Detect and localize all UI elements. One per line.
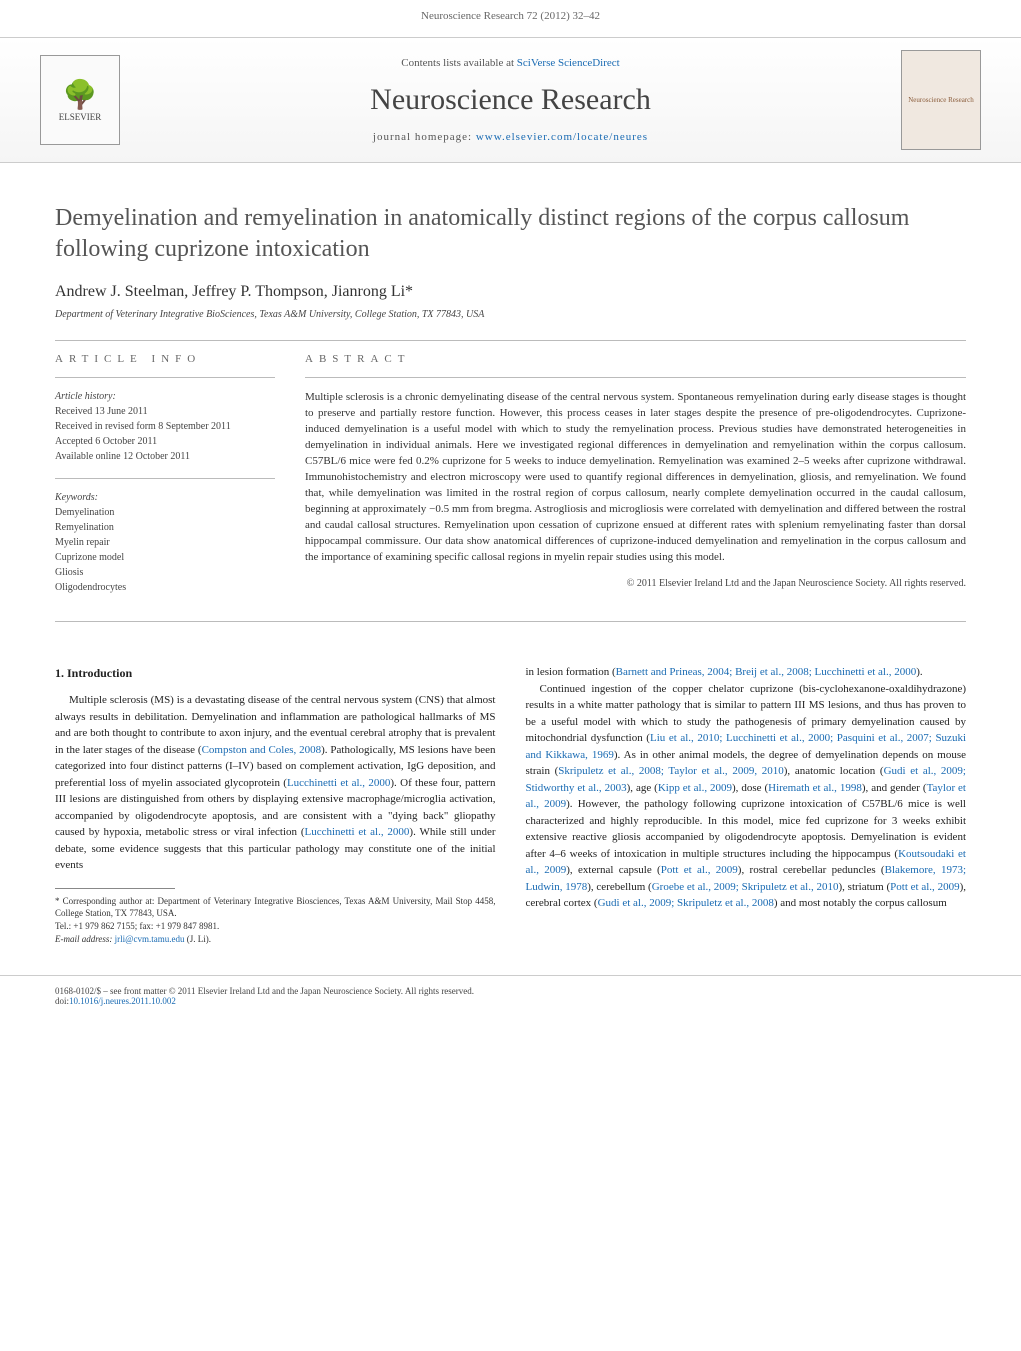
homepage-line: journal homepage: www.elsevier.com/locat… <box>140 131 881 143</box>
keyword: Demyelination <box>55 506 275 520</box>
contents-prefix: Contents lists available at <box>401 57 516 69</box>
sciencedirect-link[interactable]: SciVerse ScienceDirect <box>517 57 620 69</box>
intro-paragraph-2: Continued ingestion of the copper chelat… <box>526 681 967 912</box>
body-columns: 1. Introduction Multiple sclerosis (MS) … <box>0 634 1021 965</box>
citation-link[interactable]: Groebe et al., 2009; Skripuletz et al., … <box>652 881 839 893</box>
journal-name: Neuroscience Research <box>140 83 881 117</box>
corresponding-author-footnote: * Corresponding author at: Department of… <box>55 895 496 945</box>
history-accepted: Accepted 6 October 2011 <box>55 435 275 449</box>
text-run: ), dose ( <box>732 782 768 794</box>
history-online: Available online 12 October 2011 <box>55 450 275 464</box>
abstract-column: abstract Multiple sclerosis is a chronic… <box>305 353 966 609</box>
footnote-email-suffix: (J. Li). <box>184 934 211 944</box>
article-front-matter: Demyelination and remyelination in anato… <box>0 163 1021 622</box>
homepage-prefix: journal homepage: <box>373 131 476 143</box>
masthead-center: Contents lists available at SciVerse Sci… <box>120 57 901 143</box>
tree-icon: 🌳 <box>63 78 98 112</box>
intro-heading: 1. Introduction <box>55 664 496 682</box>
footnote-email-label: E-mail address: <box>55 934 115 944</box>
abstract-text: Multiple sclerosis is a chronic demyelin… <box>305 390 966 565</box>
article-title: Demyelination and remyelination in anato… <box>55 203 966 265</box>
email-link[interactable]: jrli@cvm.tamu.edu <box>115 934 185 944</box>
keyword: Oligodendrocytes <box>55 581 275 595</box>
journal-cover-thumbnail: Neuroscience Research <box>901 50 981 150</box>
text-run: ), age ( <box>627 782 658 794</box>
article-info-column: article info Article history: Received 1… <box>55 353 275 609</box>
divider <box>55 377 275 378</box>
body-column-left: 1. Introduction Multiple sclerosis (MS) … <box>55 664 496 945</box>
footer-doi-label: doi: <box>55 996 69 1006</box>
text-run: ), anatomic location ( <box>784 765 884 777</box>
text-run: in lesion formation ( <box>526 666 616 678</box>
cover-thumb-text: Neuroscience Research <box>908 96 974 104</box>
text-run: ), and gender ( <box>862 782 927 794</box>
abstract-heading: abstract <box>305 353 966 365</box>
keywords-heading: Keywords: <box>55 491 275 505</box>
author-list: Andrew J. Steelman, Jeffrey P. Thompson,… <box>55 283 966 301</box>
text-run: ). <box>916 666 922 678</box>
text-run: ) and most notably the corpus callosum <box>774 897 947 909</box>
citation-link[interactable]: Hiremath et al., 1998 <box>768 782 862 794</box>
citation-link[interactable]: Pott et al., 2009 <box>890 881 959 893</box>
citation-link[interactable]: Compston and Coles, 2008 <box>202 744 322 756</box>
affiliation: Department of Veterinary Integrative Bio… <box>55 309 966 320</box>
keyword: Myelin repair <box>55 536 275 550</box>
page-footer: 0168-0102/$ – see front matter © 2011 El… <box>0 975 1021 1036</box>
divider <box>55 340 966 341</box>
homepage-link[interactable]: www.elsevier.com/locate/neures <box>476 131 648 143</box>
citation-link[interactable]: Pott et al., 2009 <box>661 864 738 876</box>
info-abstract-row: article info Article history: Received 1… <box>55 353 966 609</box>
keywords-block: Keywords: Demyelination Remyelination My… <box>55 491 275 595</box>
text-run: ), cerebellum ( <box>587 881 651 893</box>
citation-link[interactable]: Gudi et al., 2009; Skripuletz et al., 20… <box>598 897 774 909</box>
body-column-right: in lesion formation (Barnett and Prineas… <box>526 664 967 945</box>
text-run: ), external capsule ( <box>566 864 660 876</box>
publisher-logo: 🌳 ELSEVIER <box>40 55 120 145</box>
keyword: Gliosis <box>55 566 275 580</box>
intro-paragraph: Multiple sclerosis (MS) is a devastating… <box>55 692 496 874</box>
history-heading: Article history: <box>55 390 275 404</box>
citation-link[interactable]: Barnett and Prineas, 2004; Breij et al.,… <box>616 666 917 678</box>
intro-paragraph-continued: in lesion formation (Barnett and Prineas… <box>526 664 967 681</box>
article-info-heading: article info <box>55 353 275 365</box>
history-received: Received 13 June 2011 <box>55 405 275 419</box>
text-run: ), rostral cerebellar peduncles ( <box>738 864 885 876</box>
citation-link[interactable]: Lucchinetti et al., 2000 <box>305 826 410 838</box>
citation-link[interactable]: Skripuletz et al., 2008; Taylor et al., … <box>558 765 783 777</box>
divider <box>55 621 966 622</box>
footnote-separator <box>55 888 175 889</box>
footnote-tel: Tel.: +1 979 862 7155; fax: +1 979 847 8… <box>55 921 219 931</box>
publisher-logo-text: ELSEVIER <box>59 112 102 122</box>
footnote-corresp: * Corresponding author at: Department of… <box>55 896 496 919</box>
divider <box>305 377 966 378</box>
citation-link[interactable]: Kipp et al., 2009 <box>658 782 732 794</box>
keyword: Cuprizone model <box>55 551 275 565</box>
divider <box>55 478 275 479</box>
history-revised: Received in revised form 8 September 201… <box>55 420 275 434</box>
running-header: Neuroscience Research 72 (2012) 32–42 <box>0 0 1021 37</box>
history-block: Article history: Received 13 June 2011 R… <box>55 390 275 464</box>
footer-copyright: 0168-0102/$ – see front matter © 2011 El… <box>55 986 474 996</box>
citation-link[interactable]: Lucchinetti et al., 2000 <box>287 777 390 789</box>
contents-line: Contents lists available at SciVerse Sci… <box>140 57 881 69</box>
doi-link[interactable]: 10.1016/j.neures.2011.10.002 <box>69 996 176 1006</box>
text-run: ), striatum ( <box>839 881 891 893</box>
abstract-copyright: © 2011 Elsevier Ireland Ltd and the Japa… <box>305 578 966 589</box>
keyword: Remyelination <box>55 521 275 535</box>
masthead: 🌳 ELSEVIER Contents lists available at S… <box>0 37 1021 163</box>
